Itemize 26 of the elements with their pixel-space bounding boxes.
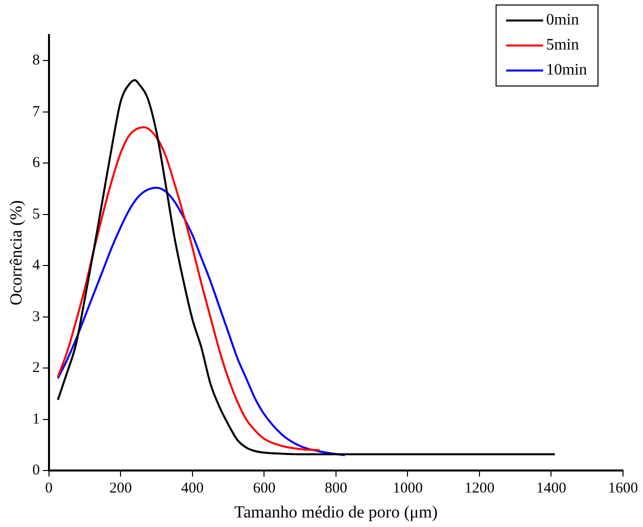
line-series — [56, 186, 346, 456]
x-tick-label: 800 — [324, 480, 348, 497]
y-tick-label: 6 — [32, 155, 40, 172]
legend-label: 10min — [546, 62, 587, 79]
line-series — [56, 126, 321, 452]
x-tick-label: 1400 — [536, 480, 566, 497]
x-tick-label: 1000 — [392, 480, 423, 497]
y-tick-label: 3 — [32, 308, 40, 325]
x-tick-label: 400 — [181, 480, 204, 497]
x-tick-label: 600 — [252, 480, 276, 497]
y-tick-label: 0 — [32, 462, 40, 479]
x-tick-label: 0 — [45, 480, 53, 497]
y-axis-title: Ocorrência (%) — [6, 200, 26, 306]
y-tick-label: 4 — [32, 258, 40, 274]
legend-label: 5min — [546, 36, 579, 54]
y-tick-label: 1 — [32, 411, 40, 428]
x-tick-label: 1200 — [464, 480, 494, 497]
y-tick-label: 7 — [32, 104, 40, 120]
line-series — [56, 79, 556, 456]
legend-label: 0min — [546, 12, 579, 29]
y-tick-label: 2 — [32, 360, 40, 376]
x-tick-label: 200 — [109, 480, 132, 497]
y-tick-label: 8 — [32, 52, 40, 69]
y-tick-label: 5 — [32, 206, 40, 222]
x-axis-title: Tamanho médio de poro (μm) — [234, 502, 438, 522]
x-tick-label: 1600 — [608, 480, 638, 497]
